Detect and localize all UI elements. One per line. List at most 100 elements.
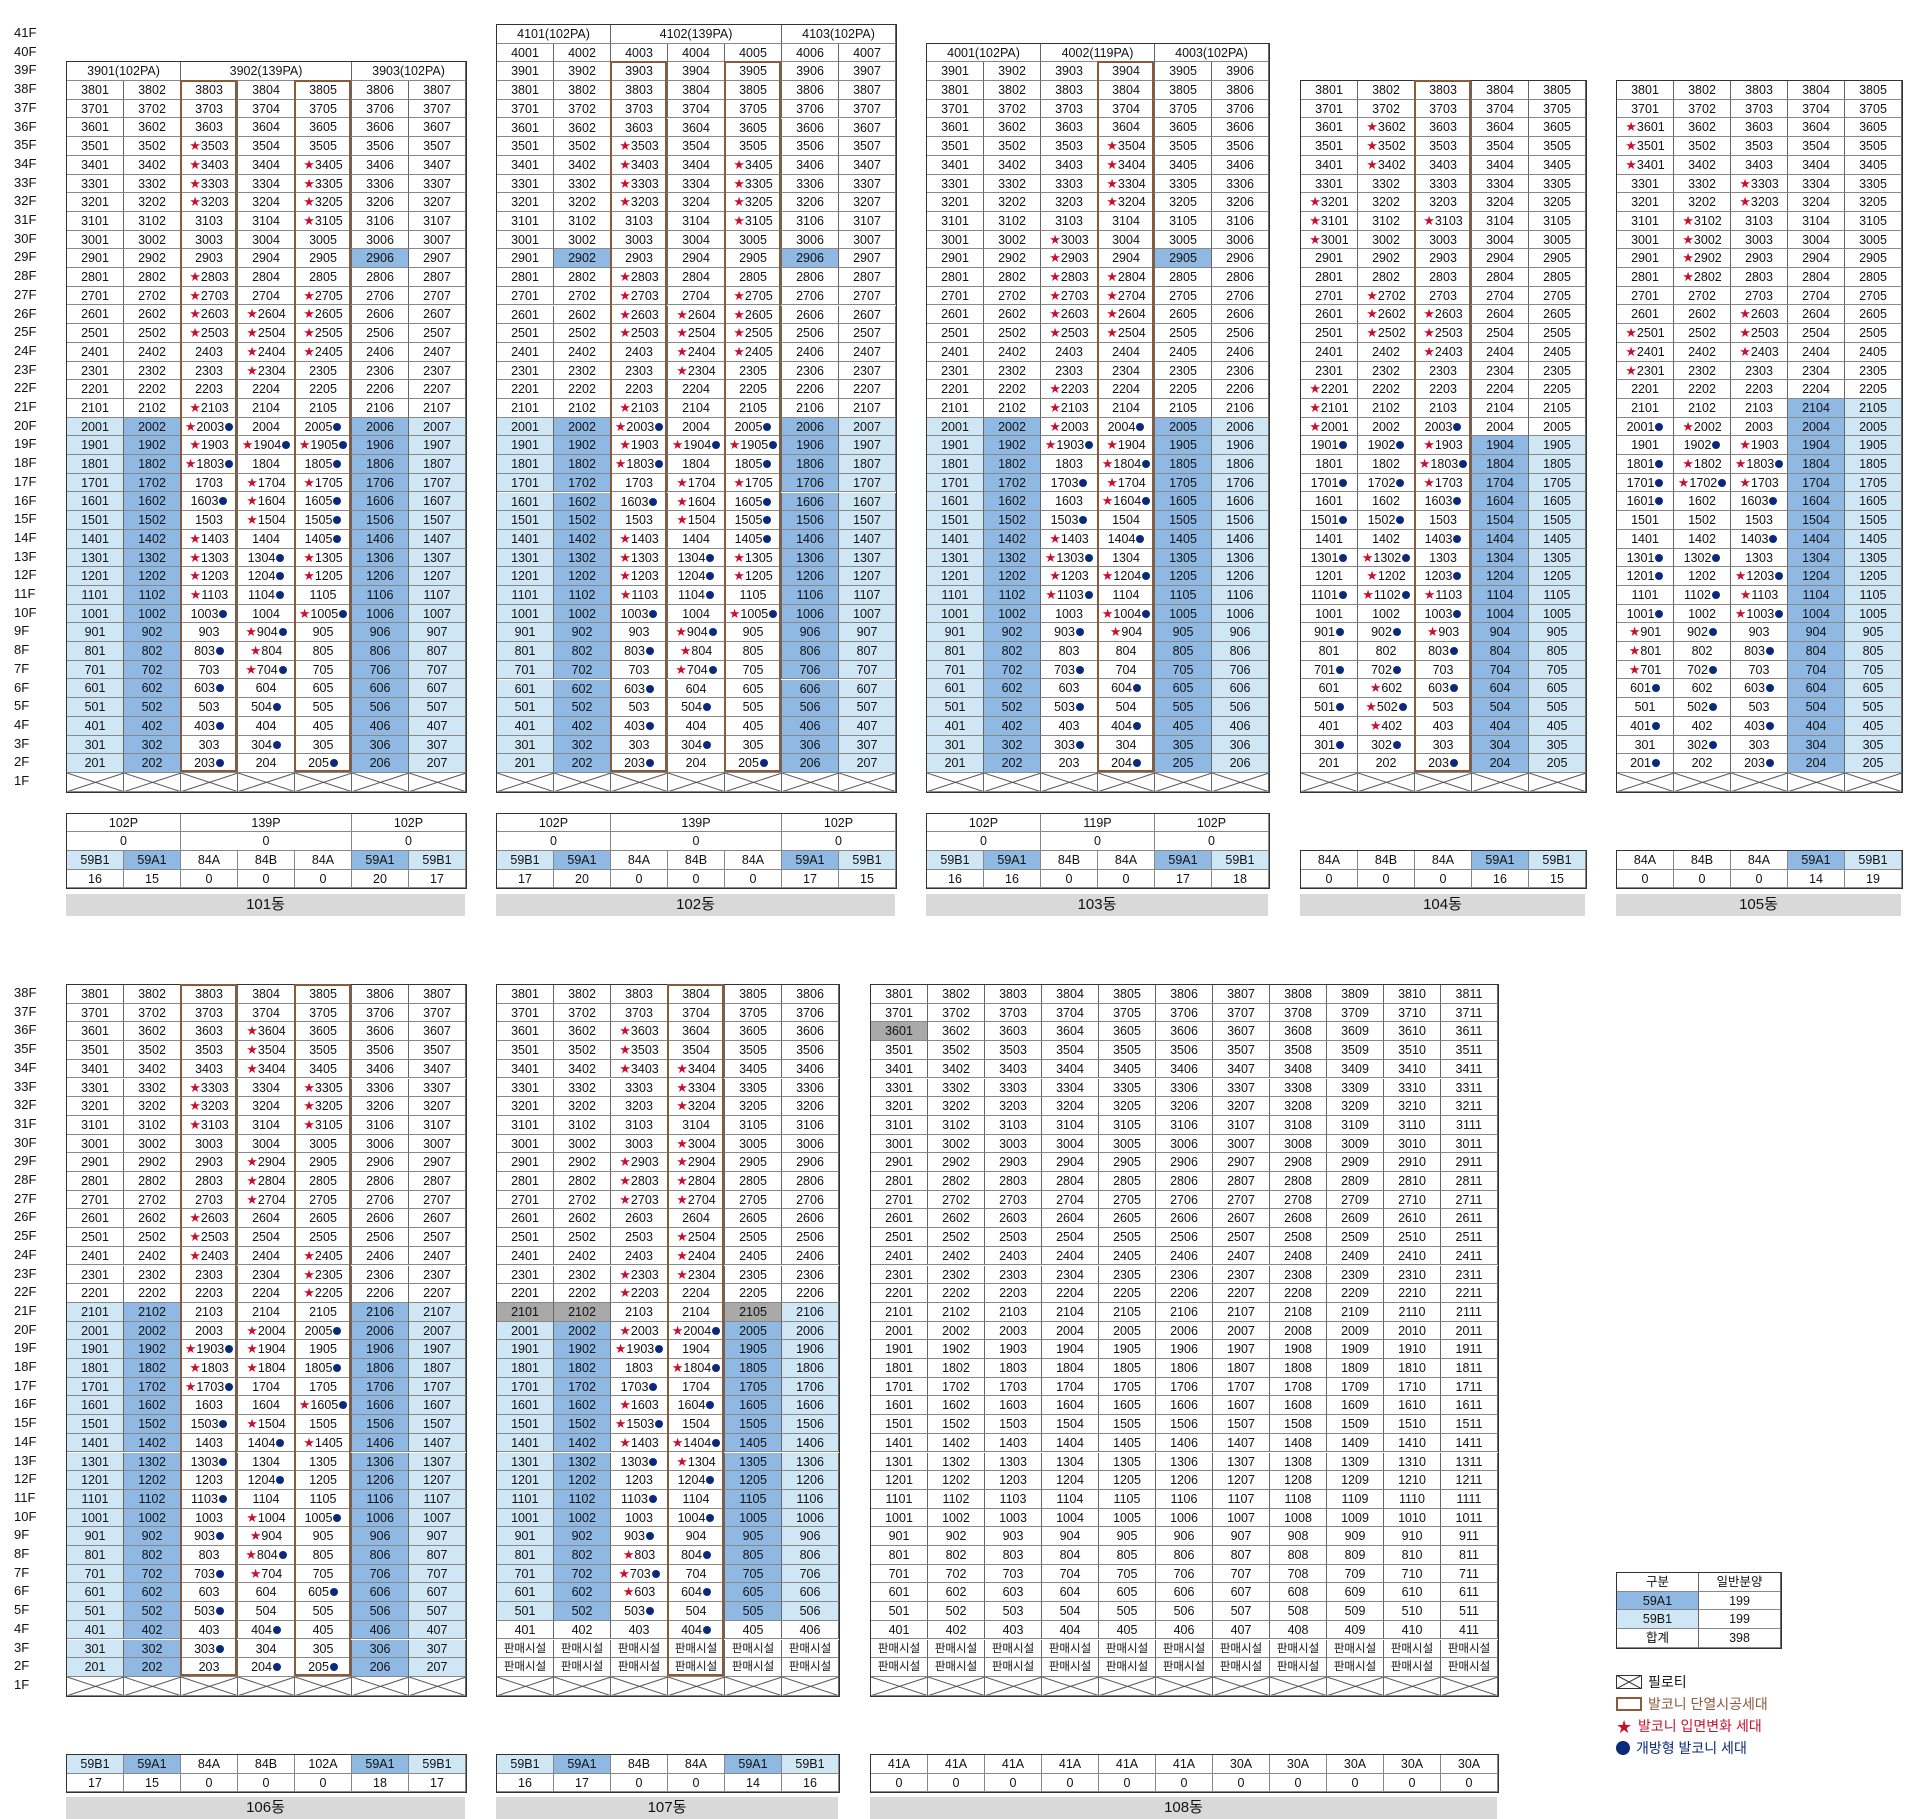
- unit-cell[interactable]: 2706: [352, 287, 409, 306]
- unit-cell[interactable]: ★2405: [725, 343, 782, 362]
- unit-cell[interactable]: 407: [1213, 1621, 1270, 1640]
- unit-cell[interactable]: 2102: [928, 1303, 985, 1322]
- unit-cell[interactable]: 3805: [1099, 985, 1156, 1004]
- unit-cell[interactable]: 1204: [1472, 567, 1529, 586]
- unit-cell[interactable]: 3206: [1156, 1097, 1213, 1116]
- unit-cell[interactable]: 2204: [668, 380, 725, 399]
- unit-cell[interactable]: 401: [497, 1621, 554, 1640]
- unit-cell[interactable]: 1907: [1213, 1340, 1270, 1359]
- unit-cell[interactable]: 3103: [181, 212, 238, 231]
- unit-cell[interactable]: 805: [1155, 642, 1212, 661]
- unit-cell[interactable]: 3108: [1270, 1116, 1327, 1135]
- unit-cell[interactable]: 1001: [1617, 605, 1674, 624]
- unit-cell[interactable]: 3705: [295, 1004, 352, 1023]
- unit-cell[interactable]: 1307: [1213, 1453, 1270, 1472]
- unit-cell[interactable]: 1503: [181, 1415, 238, 1434]
- unit-cell[interactable]: 3302: [984, 175, 1041, 194]
- unit-cell[interactable]: 2307: [839, 362, 896, 381]
- unit-cell[interactable]: 2607: [1213, 1209, 1270, 1228]
- unit-cell[interactable]: 2006: [1212, 418, 1269, 437]
- unit-cell[interactable]: 1302: [124, 549, 181, 568]
- unit-cell[interactable]: 3302: [124, 175, 181, 194]
- unit-cell[interactable]: 3703: [181, 1004, 238, 1023]
- unit-cell[interactable]: 2805: [1845, 268, 1902, 287]
- unit-cell[interactable]: 502: [124, 1602, 181, 1621]
- unit-cell[interactable]: 1904: [668, 1340, 725, 1359]
- unit-cell[interactable]: 501: [497, 1602, 554, 1621]
- unit-cell[interactable]: 3006: [352, 1135, 409, 1154]
- unit-cell[interactable]: 1002: [124, 1509, 181, 1528]
- unit-cell[interactable]: 3703: [611, 1004, 668, 1023]
- unit-cell[interactable]: 2006: [1156, 1322, 1213, 1341]
- unit-cell[interactable]: 303: [1041, 736, 1098, 755]
- unit-cell[interactable]: 2001: [67, 418, 124, 437]
- unit-cell[interactable]: 2106: [1212, 399, 1269, 418]
- unit-cell[interactable]: ★1904: [238, 1340, 295, 1359]
- unit-cell[interactable]: 3403: [985, 1060, 1042, 1079]
- unit-cell[interactable]: 803: [611, 642, 668, 661]
- unit-cell[interactable]: 2101: [497, 399, 554, 418]
- unit-cell[interactable]: 1704: [1788, 474, 1845, 493]
- unit-cell[interactable]: 1006: [782, 1509, 839, 1528]
- unit-cell[interactable]: 1104: [1788, 586, 1845, 605]
- unit-cell[interactable]: 2201: [1617, 380, 1674, 399]
- unit-cell[interactable]: 2801: [497, 268, 554, 287]
- unit-cell[interactable]: 3002: [984, 231, 1041, 250]
- unit-cell[interactable]: 1004: [238, 605, 295, 624]
- unit-cell[interactable]: 1005: [295, 1509, 352, 1528]
- unit-cell[interactable]: 2207: [409, 380, 466, 399]
- unit-cell[interactable]: 701: [871, 1565, 928, 1584]
- unit-cell[interactable]: 405: [1529, 717, 1586, 736]
- unit-cell[interactable]: 406: [1156, 1621, 1213, 1640]
- unit-cell[interactable]: 3807: [839, 81, 896, 100]
- unit-cell[interactable]: 1006: [1156, 1509, 1213, 1528]
- unit-cell[interactable]: 2805: [295, 268, 352, 287]
- unit-cell[interactable]: 806: [782, 642, 839, 661]
- unit-cell[interactable]: 1107: [409, 1490, 466, 1509]
- unit-cell[interactable]: 1102: [1674, 586, 1731, 605]
- unit-cell[interactable]: 2401: [67, 343, 124, 362]
- unit-cell[interactable]: 3007: [409, 231, 466, 250]
- unit-cell[interactable]: 3803: [1041, 81, 1098, 100]
- unit-cell[interactable]: 3101: [1617, 212, 1674, 231]
- unit-cell[interactable]: 3306: [782, 1079, 839, 1098]
- unit-cell[interactable]: 2105: [295, 399, 352, 418]
- unit-cell[interactable]: 706: [352, 1565, 409, 1584]
- unit-cell[interactable]: 2706: [1156, 1191, 1213, 1210]
- unit-cell[interactable]: 2505: [1529, 324, 1586, 343]
- unit-cell[interactable]: ★3303: [1731, 175, 1788, 194]
- unit-cell[interactable]: ★3305: [295, 1079, 352, 1098]
- unit-cell[interactable]: 2608: [1270, 1209, 1327, 1228]
- unit-cell[interactable]: 3602: [1674, 118, 1731, 137]
- unit-cell[interactable]: 1503: [1041, 511, 1098, 530]
- unit-cell[interactable]: 3005: [1529, 231, 1586, 250]
- unit-cell[interactable]: 402: [554, 1621, 611, 1640]
- unit-cell[interactable]: 2306: [352, 1266, 409, 1285]
- unit-cell[interactable]: 3307: [1213, 1079, 1270, 1098]
- unit-cell[interactable]: ★1705: [295, 474, 352, 493]
- unit-cell[interactable]: 2401: [497, 1247, 554, 1266]
- unit-cell[interactable]: 3305: [1155, 175, 1212, 194]
- unit-cell[interactable]: 3706: [1156, 1004, 1213, 1023]
- unit-cell[interactable]: ★2505: [725, 324, 782, 343]
- unit-cell[interactable]: 2607: [839, 306, 896, 325]
- unit-cell[interactable]: 1105: [1155, 586, 1212, 605]
- unit-cell[interactable]: ★502: [1358, 698, 1415, 717]
- unit-cell[interactable]: 1101: [67, 586, 124, 605]
- unit-cell[interactable]: 2202: [554, 380, 611, 399]
- unit-cell[interactable]: 1602: [1674, 492, 1731, 511]
- unit-cell[interactable]: 2407: [839, 343, 896, 362]
- unit-cell[interactable]: 3305: [1099, 1079, 1156, 1098]
- unit-cell[interactable]: ★3105: [295, 212, 352, 231]
- unit-cell[interactable]: ★2603: [1731, 305, 1788, 324]
- unit-cell[interactable]: 2707: [409, 287, 466, 306]
- unit-cell[interactable]: 2902: [984, 249, 1041, 268]
- unit-cell[interactable]: 1703: [611, 474, 668, 493]
- unit-cell[interactable]: 2805: [1155, 268, 1212, 287]
- unit-cell[interactable]: 1701: [1301, 474, 1358, 493]
- unit-cell[interactable]: 1405: [725, 530, 782, 549]
- unit-cell[interactable]: 2103: [1415, 399, 1472, 418]
- unit-cell[interactable]: 2106: [782, 399, 839, 418]
- unit-cell[interactable]: 2605: [725, 1209, 782, 1228]
- unit-cell[interactable]: 706: [782, 661, 839, 680]
